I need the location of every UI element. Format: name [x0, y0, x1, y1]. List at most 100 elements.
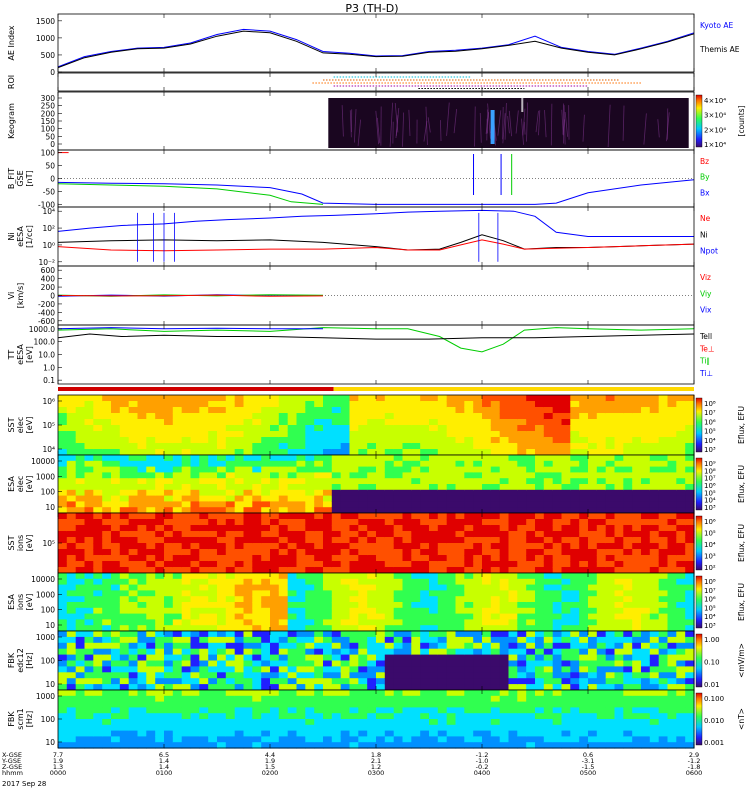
spectrogram-cell	[429, 513, 439, 520]
spectrogram-cell	[84, 713, 94, 720]
spectrogram-cell	[526, 449, 536, 456]
spectrogram-cell	[605, 648, 616, 656]
spectrogram-cell	[367, 736, 377, 743]
spectrogram-cell	[367, 625, 377, 632]
spectrogram-cell	[58, 401, 68, 408]
spectrogram-cell	[243, 555, 253, 562]
series-line	[57, 239, 695, 252]
spectrogram-cell	[208, 654, 218, 662]
spectrogram-cell	[261, 443, 271, 450]
ephemeris-value: -1.2	[688, 757, 701, 765]
spectrogram-cell	[667, 513, 677, 520]
spectrogram-cell	[570, 736, 580, 743]
spectrogram-cell	[420, 642, 430, 650]
spectrogram-cell	[596, 513, 607, 520]
spectrogram-cell	[164, 407, 174, 414]
spectrogram-cell	[376, 713, 386, 720]
spectrogram-cell	[685, 455, 695, 462]
spectrogram-cell	[649, 543, 660, 550]
spectrogram-cell	[58, 690, 68, 697]
spectrogram-cell	[508, 636, 518, 644]
spectrogram-cell	[658, 549, 669, 556]
spectrogram-cell	[137, 719, 147, 726]
spectrogram-cell	[172, 730, 183, 737]
spectrogram-cell	[535, 507, 545, 514]
spectrogram-cell	[155, 501, 165, 508]
spectrogram-cell	[393, 478, 404, 485]
spectrogram-cell	[261, 672, 271, 679]
spectrogram-cell	[164, 636, 174, 644]
spectrogram-cell	[358, 395, 368, 402]
spectrogram-cell	[305, 525, 315, 532]
spectrogram-cell	[490, 713, 501, 720]
spectrogram-cell	[552, 419, 563, 426]
spectrogram-cell	[58, 672, 68, 679]
spectrogram-cell	[411, 684, 421, 691]
spectrogram-cell	[517, 724, 527, 732]
spectrogram-cell	[420, 701, 430, 708]
spectrogram-cell	[535, 590, 545, 597]
panel-frame	[57, 13, 695, 73]
spectrogram-cell	[499, 690, 510, 697]
spectrogram-cell	[340, 707, 351, 714]
spectrogram-cell	[155, 455, 165, 462]
spectrogram-cell	[685, 578, 695, 586]
spectrogram-cell	[225, 549, 236, 556]
spectrogram-cell	[128, 472, 139, 479]
spectrogram-cell	[217, 625, 227, 632]
spectrogram-cell	[376, 395, 386, 402]
spectrogram-cell	[234, 584, 245, 591]
spectrogram-cell	[164, 472, 174, 479]
spectrogram-cell	[429, 531, 439, 538]
spectrogram-cell	[623, 425, 633, 432]
spectrogram-cell	[358, 648, 368, 656]
spectrogram-cell	[420, 419, 430, 426]
spectrogram-cell	[190, 648, 200, 656]
spectrogram-cell	[658, 701, 669, 708]
spectrogram-cell	[667, 613, 677, 620]
spectrogram-cell	[588, 713, 598, 720]
spectrogram-cell	[649, 573, 660, 580]
spectrogram-cell	[287, 466, 298, 473]
spectrogram-cell	[323, 707, 333, 714]
spectrogram-cell	[75, 648, 86, 656]
y-axis-label: elec	[16, 476, 25, 492]
spectrogram-cell	[349, 513, 359, 520]
y-tick-label: 0	[50, 292, 55, 301]
spectrogram-cell	[261, 549, 271, 556]
spectrogram-cell	[155, 713, 165, 720]
spectrogram-cell	[543, 573, 554, 580]
spectrogram-cell	[614, 596, 624, 603]
ephemeris-value: 2.1	[371, 757, 381, 765]
spectrogram-cell	[331, 584, 342, 591]
spectrogram-cell	[243, 395, 253, 402]
spectrogram-cell	[517, 543, 527, 550]
spectrogram-cell	[570, 678, 580, 685]
spectrogram-cell	[243, 431, 253, 438]
spectrogram-cell	[358, 549, 368, 556]
spectrogram-cell	[217, 573, 227, 580]
spectrogram-cell	[172, 555, 183, 562]
spectrogram-cell	[402, 507, 412, 514]
spectrogram-cell	[331, 507, 342, 514]
spectrogram-cell	[632, 489, 642, 497]
spectrogram-cell	[155, 736, 165, 743]
spectrogram-cell	[119, 472, 130, 479]
spectrogram-cell	[596, 607, 607, 615]
spectrogram-cell	[658, 466, 669, 473]
spectrogram-cell	[552, 730, 563, 737]
spectrogram-cell	[287, 449, 298, 456]
spectrogram-cell	[676, 419, 686, 426]
spectrogram-cell	[234, 519, 245, 526]
spectrogram-cell	[464, 578, 474, 586]
spectrogram-cell	[455, 690, 465, 697]
spectrogram-cell	[499, 642, 510, 650]
spectrogram-cell	[102, 684, 112, 691]
spectrogram-cell	[455, 642, 465, 650]
spectrogram-cell	[349, 525, 359, 532]
spectrogram-cell	[66, 631, 77, 638]
spectrogram-cell	[84, 484, 94, 491]
spectrogram-cell	[58, 555, 68, 562]
spectrogram-cell	[526, 666, 536, 673]
spectrogram-cell	[270, 631, 280, 638]
